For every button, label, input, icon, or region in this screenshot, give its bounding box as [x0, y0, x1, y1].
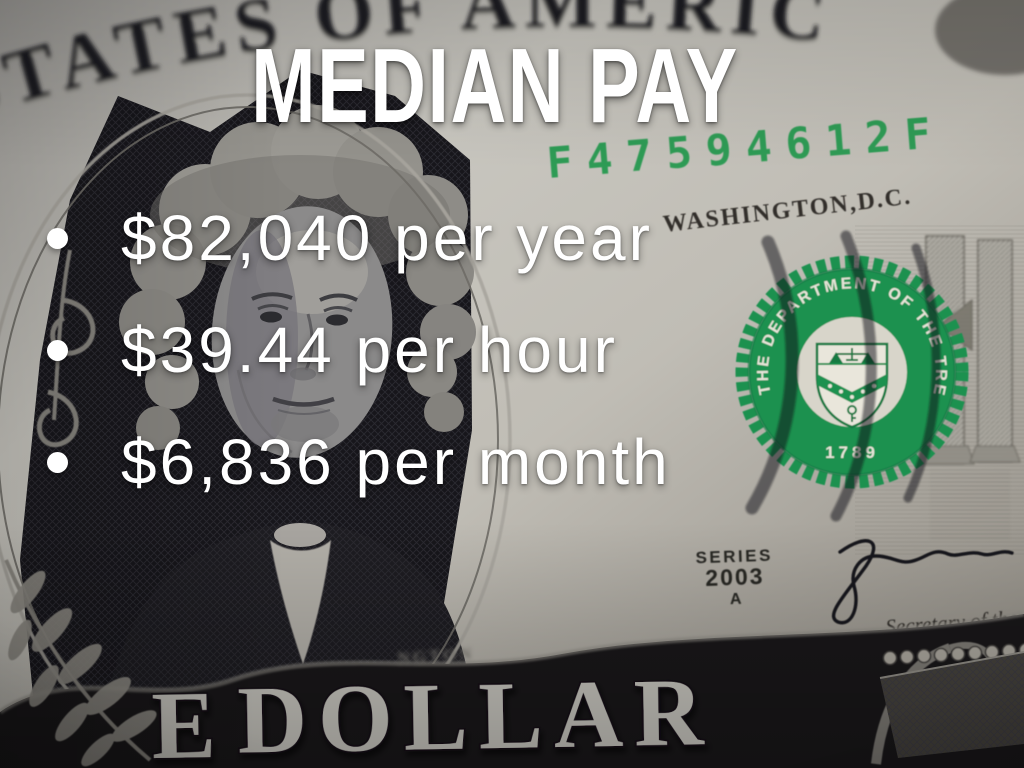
spiral-border: [882, 642, 1024, 666]
denomination-prefix: E: [151, 671, 223, 768]
monthly-pay-text: $6,836 per month: [121, 426, 671, 498]
overprint-strokes: [745, 230, 941, 522]
large-engraved-letter: [915, 235, 1021, 540]
bullet-list: $82,040 per year $39.44 per hour $6,836 …: [47, 182, 671, 518]
hourly-pay-text: $39.44 per hour: [121, 314, 618, 386]
bullet-dot-icon: [47, 227, 68, 249]
bullet-dot-icon: [47, 339, 68, 361]
seal-key-icon: [847, 405, 857, 422]
laurel-branch: [4, 559, 157, 767]
treasury-seal: THE DEPARTMENT OF THE TREASURY 1789: [735, 255, 969, 489]
series-label: SERIES: [695, 546, 773, 568]
corner-shadow: [935, 0, 1024, 75]
denomination-text: E DOLLAR: [149, 657, 717, 768]
bullet-item-hourly: $39.44 per hour: [47, 294, 671, 406]
denomination-word: DOLLAR: [237, 658, 716, 768]
collar-knot: [274, 523, 326, 547]
bullet-dot-icon: [47, 451, 68, 473]
yearly-pay-text: $82,040 per year: [121, 202, 653, 274]
bullet-item-monthly: $6,836 per month: [47, 406, 671, 518]
acanthus-ornament: [37, 249, 96, 448]
cravat: [270, 540, 331, 664]
portrait-face: [211, 206, 393, 458]
series-block: SERIES 2003 A: [695, 546, 773, 609]
portrait-frame-outer: [0, 93, 512, 768]
signature-path: John W S: [831, 539, 1014, 625]
portrait-frame-inner: [0, 106, 499, 768]
corner-lattice: [879, 651, 1024, 758]
bullet-item-yearly: $82,040 per year: [47, 182, 671, 294]
washington-portrait: [0, 70, 512, 768]
slide-title-text: MEDIAN PAY: [251, 27, 739, 145]
series-year: 2003: [705, 563, 765, 591]
series-letter: A: [730, 591, 743, 608]
bottom-band: NGTON E DOLLAR: [0, 611, 1024, 768]
slide-title: MEDIAN PAY: [0, 33, 990, 139]
